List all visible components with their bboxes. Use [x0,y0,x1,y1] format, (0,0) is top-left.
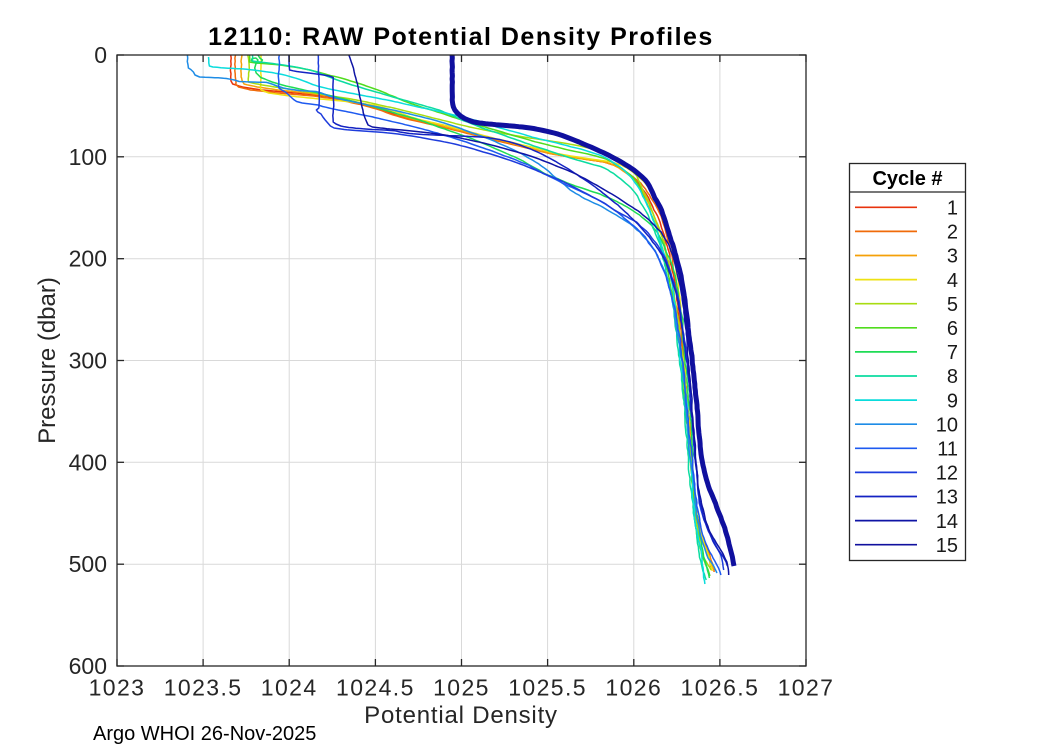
svg-text:0: 0 [94,42,107,68]
svg-text:7: 7 [947,342,958,364]
svg-text:Pressure (dbar): Pressure (dbar) [34,277,61,444]
svg-text:1024: 1024 [261,675,318,701]
svg-text:1026.5: 1026.5 [681,675,760,701]
svg-text:9: 9 [947,390,958,412]
svg-text:12: 12 [936,463,958,485]
svg-text:1025: 1025 [433,675,490,701]
svg-text:10: 10 [936,414,958,436]
svg-text:Cycle #: Cycle # [872,168,942,190]
svg-text:1024.5: 1024.5 [336,675,415,701]
svg-text:14: 14 [936,511,958,533]
svg-text:400: 400 [69,449,107,475]
svg-text:4: 4 [947,270,958,292]
svg-text:8: 8 [947,366,958,388]
svg-text:1023: 1023 [89,675,146,701]
svg-text:1025.5: 1025.5 [508,675,587,701]
svg-text:100: 100 [69,144,107,170]
svg-text:2: 2 [947,222,958,244]
svg-text:1023.5: 1023.5 [164,675,243,701]
svg-text:15: 15 [936,535,958,557]
svg-text:1026: 1026 [605,675,662,701]
svg-text:1: 1 [947,198,958,220]
svg-text:3: 3 [947,246,958,268]
svg-text:1027: 1027 [778,675,835,701]
svg-text:500: 500 [69,551,107,577]
svg-text:6: 6 [947,318,958,340]
svg-text:12110: RAW Potential Density P: 12110: RAW Potential Density Profiles [208,23,714,51]
svg-text:600: 600 [69,653,107,679]
svg-text:300: 300 [69,348,107,374]
svg-text:Argo WHOI 26-Nov-2025: Argo WHOI 26-Nov-2025 [93,723,316,745]
svg-text:13: 13 [936,487,958,509]
svg-text:Potential Density: Potential Density [364,702,558,729]
svg-text:5: 5 [947,294,958,316]
svg-text:11: 11 [937,439,958,461]
svg-text:200: 200 [69,246,107,272]
